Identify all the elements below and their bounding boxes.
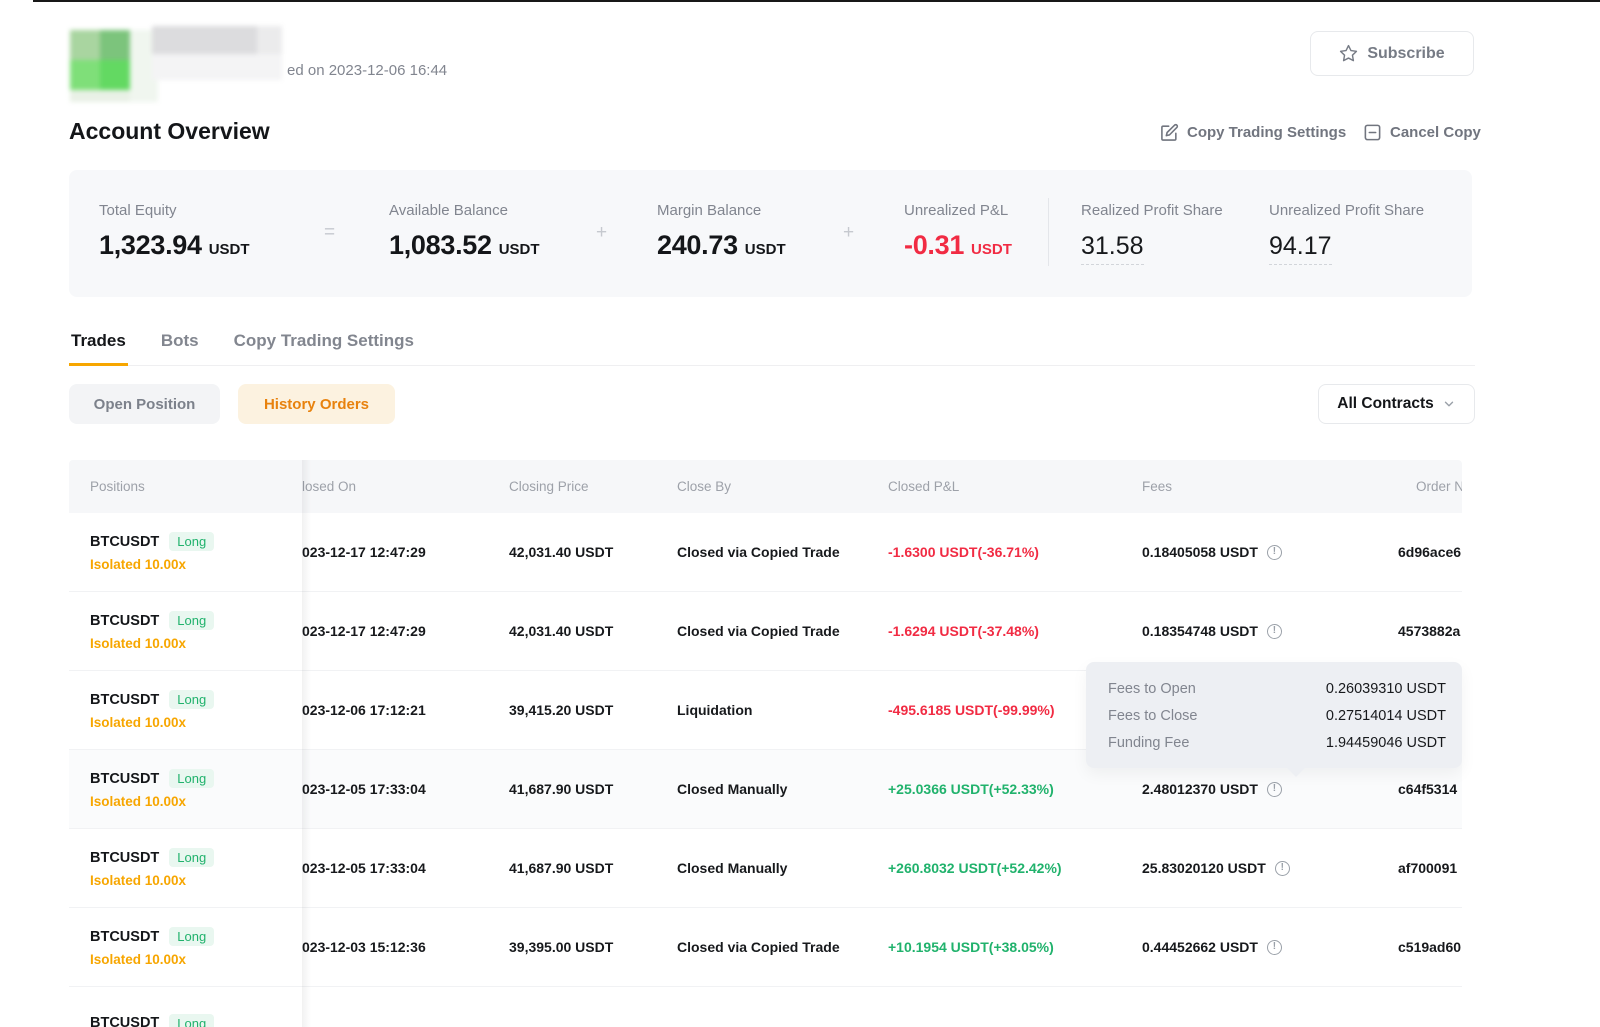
position-cell: BTCUSDT Long Isolated 10.00x (69, 690, 302, 730)
tooltip-row: Funding Fee 1.94459046 USDT (1108, 734, 1446, 751)
fees-cell: 0.18354748 USDT (1142, 623, 1398, 639)
order-no-cell: 6d96ace6 (1398, 544, 1462, 560)
closed-on-cell: 023-12-05 17:33:04 (302, 781, 426, 797)
order-no-cell: 4573882a (1398, 623, 1461, 639)
long-badge: Long (169, 532, 215, 551)
history-orders-table: Positions losed On Closing Price Close B… (69, 460, 1462, 1027)
tooltip-row: Fees to Close 0.27514014 USDT (1108, 707, 1446, 724)
closed-on-cell: 023-12-05 17:33:04 (302, 860, 426, 876)
closed-on-cell: 023-12-03 15:12:36 (302, 939, 426, 955)
long-badge: Long (169, 769, 215, 788)
account-stats-panel: Total Equity 1,323.94 USDT = Available Ba… (69, 170, 1472, 297)
closed-pnl-cell: +10.1954 USDT(+38.05%) (888, 939, 1142, 955)
available-balance-value: 1,083.52 (389, 230, 492, 260)
fees-cell: 2.48012370 USDT (1142, 781, 1398, 797)
closing-price-cell: 42,031.40 USDT (509, 544, 614, 560)
fees-info-icon[interactable] (1266, 544, 1282, 560)
position-cell: BTCUSDT Long Isolated 10.00x (69, 848, 302, 888)
long-badge: Long (169, 1013, 215, 1027)
cancel-copy-label: Cancel Copy (1390, 124, 1481, 141)
edit-icon (1161, 123, 1179, 141)
page-title: Account Overview (69, 118, 270, 144)
minus-square-icon (1364, 124, 1381, 141)
copied-on-date: ed on 2023-12-06 16:44 (287, 62, 448, 79)
closing-price-cell: 39,415.20 USDT (509, 702, 614, 718)
fees-info-icon[interactable] (1266, 939, 1282, 955)
fees-cell: 0.44452662 USDT (1142, 939, 1398, 955)
margin-balance-value: 240.73 (657, 230, 738, 260)
table-row[interactable]: BTCUSDT Long Isolated 10.00x 023-12-03 15… (69, 908, 1462, 987)
fees-cell: 0.18405058 USDT (1142, 544, 1398, 560)
fees-breakdown-tooltip: Fees to Open 0.26039310 USDT Fees to Clo… (1086, 662, 1462, 777)
order-no-cell: af700091 (1398, 860, 1458, 876)
tab-copy-trading-settings[interactable]: Copy Trading Settings (233, 331, 414, 350)
closed-pnl-cell: +260.8032 USDT(+52.42%) (888, 860, 1142, 876)
star-icon (1340, 44, 1358, 62)
table-row[interactable]: BTCUSDT Long Isolated 10.00x 023-12-17 12… (69, 592, 1462, 671)
subscribe-label: Subscribe (1367, 44, 1445, 62)
close-by-cell: Closed Manually (677, 860, 788, 876)
long-badge: Long (169, 611, 215, 630)
open-position-button[interactable]: Open Position (69, 384, 220, 424)
long-badge: Long (169, 690, 215, 709)
tab-bots[interactable]: Bots (160, 331, 199, 350)
main-tabs: Trades Bots Copy Trading Settings (69, 325, 1475, 366)
long-badge: Long (169, 927, 215, 946)
closed-pnl-cell: -495.6185 USDT(-99.99%) (888, 702, 1142, 718)
closed-on-cell: 023-12-06 17:12:21 (302, 702, 426, 718)
total-equity-value: 1,323.94 (99, 230, 202, 260)
closing-price-cell: 39,395.00 USDT (509, 939, 614, 955)
order-no-cell: c519ad60 (1398, 939, 1462, 955)
order-no-cell: c64f5314 (1398, 781, 1458, 797)
table-row[interactable]: BTCUSDT Long Isolated 10.00x 023-12-05 17… (69, 829, 1462, 908)
contracts-dropdown[interactable]: All Contracts (1318, 384, 1475, 424)
chevron-down-icon (1444, 401, 1453, 407)
closed-pnl-cell: -1.6294 USDT(-37.48%) (888, 623, 1142, 639)
plus-separator: + (843, 222, 855, 243)
redacted-name (152, 26, 257, 54)
position-cell: BTCUSDT Long Isolated 10.00x (69, 927, 302, 967)
fees-info-icon[interactable] (1266, 781, 1282, 797)
tooltip-row: Fees to Open 0.26039310 USDT (1108, 680, 1446, 697)
unrealized-profit-share-value: 94.17 (1269, 232, 1332, 265)
history-orders-button[interactable]: History Orders (238, 384, 395, 424)
table-row[interactable]: BTCUSDT Long Isolated 10.00x 023-12-17 12… (69, 513, 1462, 592)
close-by-cell: Closed Manually (677, 781, 788, 797)
table-row-partial[interactable]: BTCUSDT Long (69, 987, 1462, 1027)
top-border-line (33, 0, 1600, 2)
close-by-cell: Closed via Copied Trade (677, 939, 840, 955)
position-cell: BTCUSDT Long Isolated 10.00x (69, 532, 302, 572)
close-by-cell: Liquidation (677, 702, 753, 718)
closing-price-cell: 41,687.90 USDT (509, 781, 614, 797)
table-header-row: Positions losed On Closing Price Close B… (69, 460, 1462, 513)
close-by-cell: Closed via Copied Trade (677, 623, 840, 639)
plus-separator: + (596, 222, 608, 243)
closing-price-cell: 42,031.40 USDT (509, 623, 614, 639)
close-by-cell: Closed via Copied Trade (677, 544, 840, 560)
tab-trades[interactable]: Trades (69, 325, 128, 366)
fees-info-icon[interactable] (1266, 623, 1282, 639)
realized-profit-share-value: 31.58 (1081, 232, 1144, 265)
position-cell: BTCUSDT Long Isolated 10.00x (69, 769, 302, 809)
fees-info-icon[interactable] (1274, 860, 1290, 876)
closed-on-cell: 023-12-17 12:47:29 (302, 544, 426, 560)
copy-trading-settings-link[interactable]: Copy Trading Settings (1160, 123, 1346, 142)
cancel-copy-link[interactable]: Cancel Copy (1363, 123, 1481, 142)
long-badge: Long (169, 848, 215, 867)
contracts-dropdown-value: All Contracts (1337, 395, 1434, 412)
unrealized-pnl-value: -0.31 (904, 230, 965, 260)
closed-pnl-cell: -1.6300 USDT(-36.71%) (888, 544, 1142, 560)
fees-cell: 25.83020120 USDT (1142, 860, 1398, 876)
position-cell: BTCUSDT Long Isolated 10.00x (69, 611, 302, 651)
closed-on-cell: 023-12-17 12:47:29 (302, 623, 426, 639)
redacted-avatar (70, 8, 282, 102)
closed-pnl-cell: +25.0366 USDT(+52.33%) (888, 781, 1142, 797)
stats-divider (1048, 198, 1049, 266)
copy-trading-settings-label: Copy Trading Settings (1187, 124, 1347, 141)
subscribe-button[interactable]: Subscribe (1310, 31, 1474, 76)
closing-price-cell: 41,687.90 USDT (509, 860, 614, 876)
equals-separator: = (324, 222, 336, 243)
position-cell: BTCUSDT Long (69, 1013, 302, 1027)
